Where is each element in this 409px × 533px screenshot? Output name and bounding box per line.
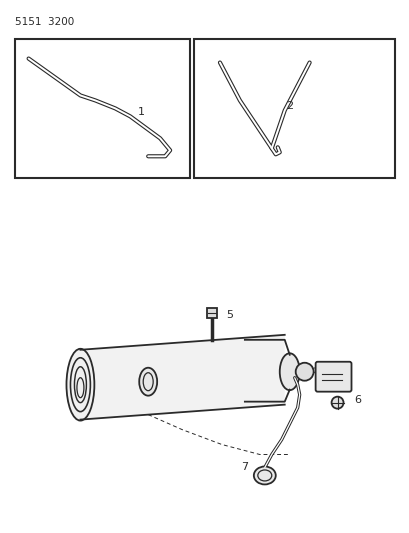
Ellipse shape (139, 368, 157, 395)
Text: 2: 2 (285, 101, 292, 111)
Text: 6: 6 (354, 394, 361, 405)
Bar (207, 308, 216, 318)
Ellipse shape (253, 466, 275, 484)
Bar (193, 38, 394, 178)
Ellipse shape (66, 349, 94, 421)
Bar (15, 38, 190, 178)
Text: 1: 1 (138, 108, 145, 117)
FancyBboxPatch shape (315, 362, 351, 392)
Text: 5: 5 (225, 310, 232, 320)
Ellipse shape (331, 397, 343, 409)
Polygon shape (80, 335, 284, 419)
Text: 7: 7 (240, 463, 247, 472)
Text: 5151  3200: 5151 3200 (15, 17, 74, 27)
Ellipse shape (295, 363, 313, 381)
Ellipse shape (279, 353, 299, 390)
